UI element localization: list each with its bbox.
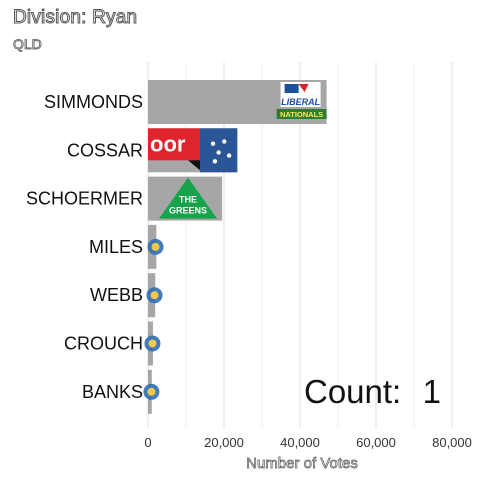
bar-group bbox=[143, 369, 160, 414]
nationals-logo-text: NATIONALS bbox=[280, 110, 323, 119]
party-logo bbox=[147, 238, 164, 255]
chart-subtitle: QLD bbox=[13, 36, 43, 53]
bar-group: LIBERAL NATIONALS bbox=[148, 80, 327, 124]
category-label: COSSAR bbox=[67, 140, 143, 160]
x-tick-label: 20,000 bbox=[204, 435, 244, 450]
bar-group bbox=[146, 273, 163, 318]
x-tick-label: 60,000 bbox=[356, 435, 396, 450]
x-tick-label: 80,000 bbox=[432, 435, 472, 450]
liberal-logo-text: LIBERAL bbox=[281, 97, 320, 107]
category-label: SCHOERMER bbox=[26, 189, 143, 209]
labor-onenation-logo: oor bbox=[148, 128, 238, 173]
category-label: WEBB bbox=[90, 285, 143, 305]
labor-logo-text: oor bbox=[150, 131, 186, 156]
category-label: BANKS bbox=[82, 382, 143, 402]
x-tick-label: 0 bbox=[144, 435, 151, 450]
party-logo bbox=[146, 287, 163, 304]
count-value: 1 bbox=[423, 373, 441, 410]
x-tick-label: 40,000 bbox=[280, 435, 320, 450]
category-label: SIMMONDS bbox=[44, 92, 143, 112]
party-logo bbox=[143, 383, 160, 400]
bar-group bbox=[144, 321, 161, 366]
bar-group bbox=[147, 224, 164, 269]
chart-title: Division: Ryan bbox=[12, 7, 138, 29]
greens-logo-text: GREENS bbox=[169, 206, 207, 216]
greens-logo-text: THE bbox=[179, 195, 197, 205]
count-label: Count: bbox=[304, 373, 401, 410]
party-logo bbox=[144, 335, 161, 352]
x-axis-label: Number of Votes bbox=[246, 455, 358, 472]
bar-group: oor bbox=[148, 128, 238, 173]
liberal-nationals-logo: LIBERAL NATIONALS bbox=[276, 82, 327, 119]
category-label: CROUCH bbox=[64, 334, 143, 354]
category-label: MILES bbox=[89, 237, 143, 257]
